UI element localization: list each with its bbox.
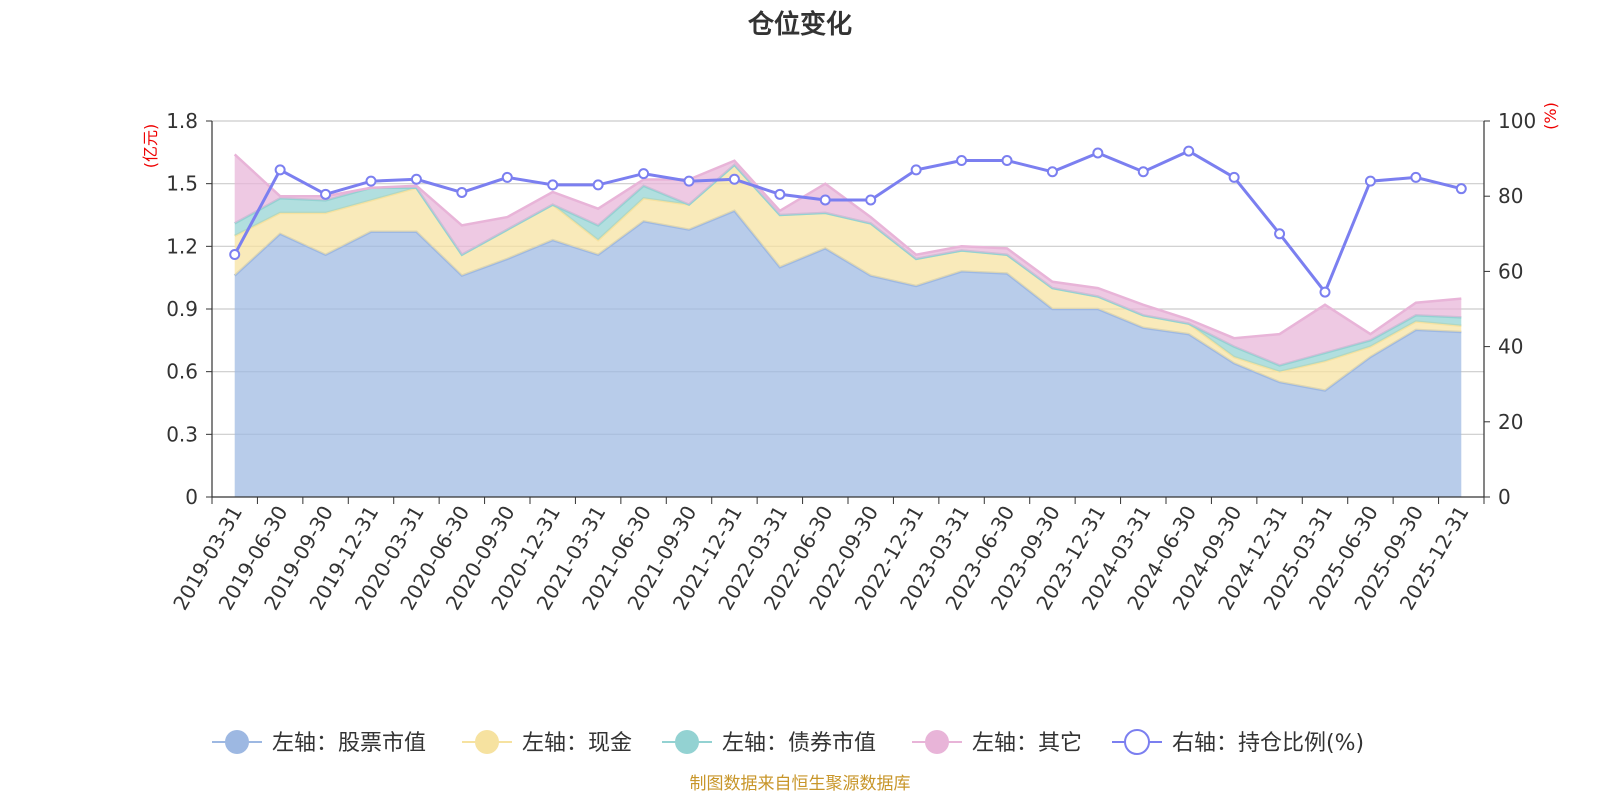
left-axis-unit: (亿元) (141, 124, 160, 169)
ratio-point (1319, 286, 1331, 298)
right-tick-label: 40 (1498, 335, 1523, 359)
left-tick-label: 0.3 (166, 422, 198, 446)
right-tick-label: 20 (1498, 410, 1523, 434)
legend-item[interactable]: 左轴：现金 (462, 730, 632, 756)
ratio-point (910, 164, 922, 176)
legend-label: 左轴：其它 (972, 731, 1082, 756)
legend-label: 左轴：债券市值 (722, 731, 876, 756)
ratio-point (229, 248, 241, 260)
left-tick-label: 0 (185, 485, 198, 509)
legend-circle-icon (925, 730, 949, 754)
right-tick-label: 60 (1498, 259, 1523, 283)
ratio-point (956, 154, 968, 166)
ratio-point (1274, 228, 1286, 240)
legend-circle-icon (675, 730, 699, 754)
left-tick-label: 1.2 (166, 234, 198, 258)
ratio-point (728, 173, 740, 185)
legend-label: 左轴：现金 (522, 731, 632, 756)
ratio-point (501, 171, 513, 183)
left-tick-label: 1.8 (166, 109, 198, 133)
right-axis-unit: (%) (1541, 102, 1560, 130)
area-左轴：其它 (234, 154, 1462, 366)
ratio-line-path (233, 149, 1462, 296)
legend-label: 左轴：股票市值 (272, 731, 426, 756)
legend-circle-icon (225, 730, 249, 754)
left-tick-label: 0.9 (166, 297, 198, 321)
ratio-point (1137, 166, 1149, 178)
legend-circle-icon (475, 730, 499, 754)
ratio-line (229, 145, 1467, 298)
ratio-point (274, 164, 286, 176)
legend-item[interactable]: 左轴：股票市值 (212, 730, 426, 756)
ratio-point (410, 173, 422, 185)
chart-title: 仓位变化 (747, 9, 852, 40)
legend-item[interactable]: 左轴：债券市值 (662, 730, 876, 756)
ratio-point (1228, 171, 1240, 183)
stacked-areas (233, 153, 1462, 498)
ratio-point (774, 188, 786, 200)
ratio-point (1455, 183, 1467, 195)
ratio-point (547, 179, 559, 191)
left-tick-label: 1.5 (166, 172, 198, 196)
legend-circle-icon (1124, 729, 1150, 755)
legend: 左轴：股票市值 左轴：现金 左轴：债券市值 左轴：其它 右轴：持仓比例(%) (212, 729, 1364, 756)
right-tick-label: 80 (1498, 184, 1523, 208)
legend-label: 右轴：持仓比例(%) (1172, 731, 1364, 756)
right-tick-label: 100 (1498, 109, 1536, 133)
right-tick-label: 0 (1498, 485, 1511, 509)
data-source-note: 制图数据来自恒生聚源数据库 (690, 774, 911, 794)
ratio-point (1001, 154, 1013, 166)
area-左轴：债券市值 (234, 164, 1462, 372)
legend-item[interactable]: 左轴：其它 (912, 730, 1082, 756)
ratio-point (592, 179, 604, 191)
ratio-point (638, 168, 650, 180)
legend-item[interactable]: 右轴：持仓比例(%) (1112, 729, 1364, 756)
ratio-point (1410, 171, 1422, 183)
ratio-point (365, 175, 377, 187)
area-左轴：股票市值 (234, 210, 1462, 498)
area-左轴：现金 (234, 164, 1462, 391)
ratio-point (456, 186, 468, 198)
left-tick-label: 0.6 (166, 360, 198, 384)
ratio-point (1183, 145, 1195, 157)
ratio-point (1364, 175, 1376, 187)
ratio-point (819, 194, 831, 206)
ratio-point (683, 175, 695, 187)
ratio-point (320, 188, 332, 200)
ratio-point (1092, 147, 1104, 159)
ratio-point (865, 194, 877, 206)
ratio-point (1046, 166, 1058, 178)
